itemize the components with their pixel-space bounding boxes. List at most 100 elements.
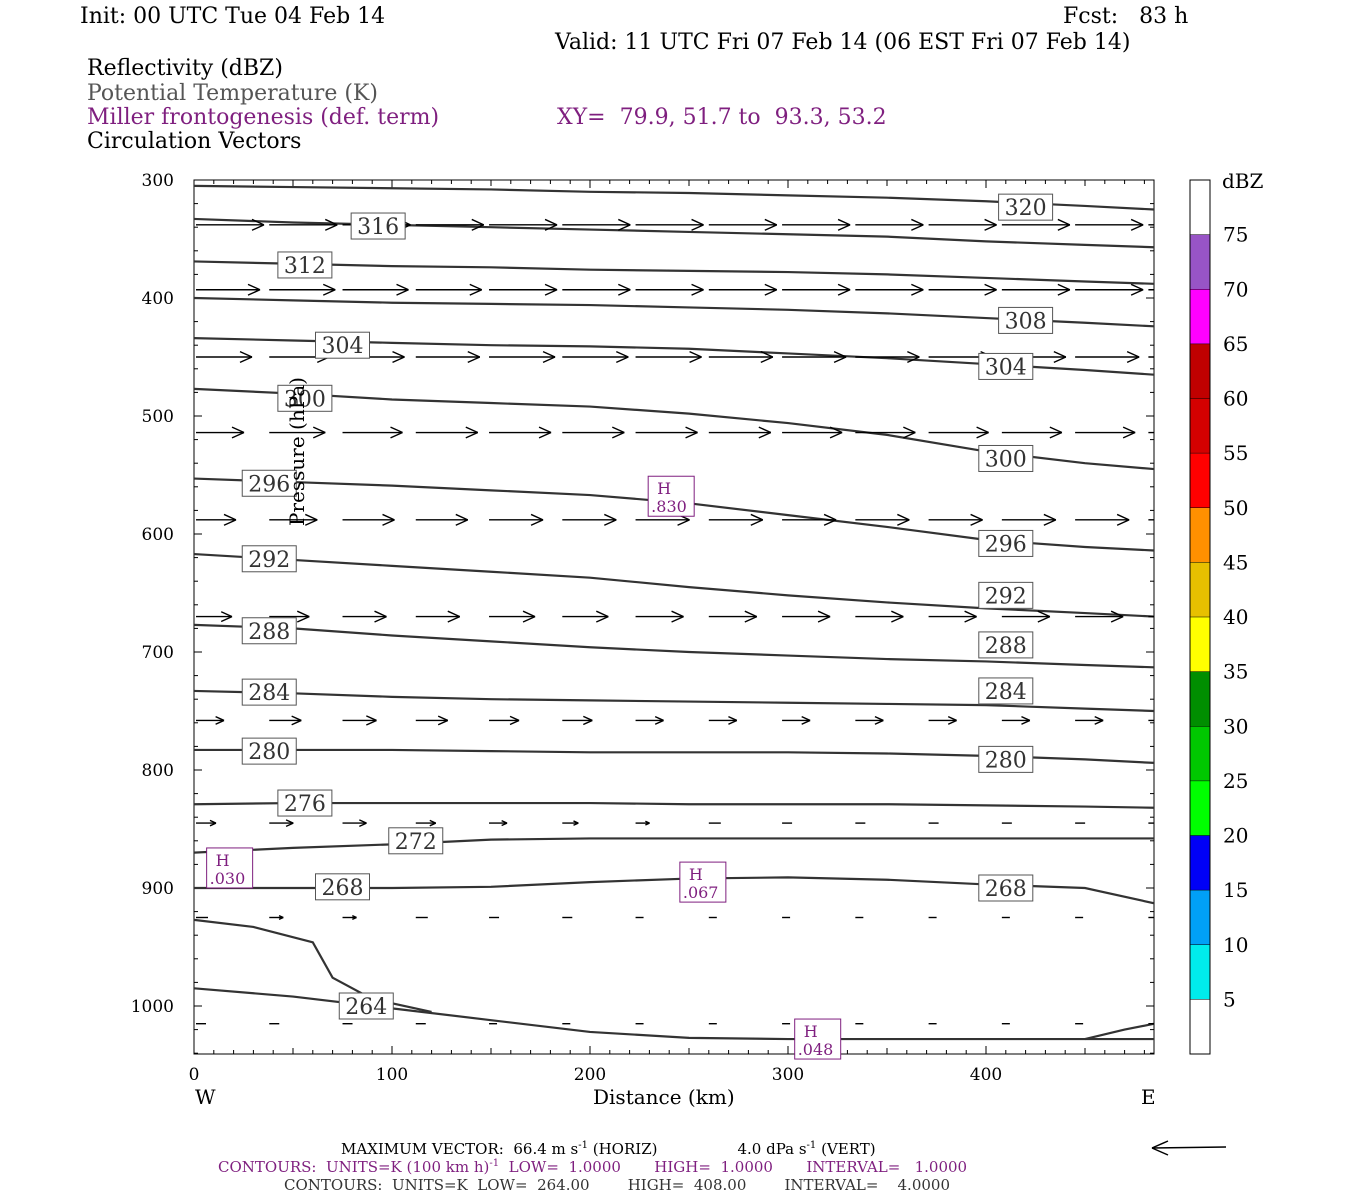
theta-label-box <box>978 631 1034 659</box>
vector-head <box>1116 519 1130 526</box>
vector-arrow <box>562 610 609 623</box>
vector-arrow <box>1075 513 1130 526</box>
vector-head <box>760 356 774 364</box>
vector-head <box>471 218 485 226</box>
theta-label-304: 304 <box>978 352 1034 380</box>
vector-head <box>1130 224 1144 231</box>
theta-contour-segment <box>1084 1022 1154 1041</box>
vector-arrow <box>1001 426 1063 439</box>
vector-arrow <box>782 218 851 231</box>
vector-head <box>984 224 997 231</box>
vector-arrow <box>782 283 851 296</box>
x-tick-label: 100 <box>376 1065 408 1085</box>
vector-head <box>390 431 403 439</box>
theta-label-text: 268 <box>985 877 1027 902</box>
theta-label-text: 312 <box>284 254 326 279</box>
theta-label-box <box>338 992 394 1020</box>
vector-head <box>750 519 764 526</box>
vector-arrow <box>415 426 479 439</box>
vector-arrow <box>562 218 631 231</box>
vector-head <box>209 822 217 827</box>
vector-arrow <box>489 513 544 526</box>
vector-head <box>1049 431 1063 439</box>
vector-arrow <box>415 350 481 364</box>
vector-head <box>984 289 997 296</box>
vector-arrow <box>1148 615 1154 618</box>
theta-label-box <box>241 617 297 645</box>
theta-label-box <box>241 545 297 573</box>
vector-arrow <box>635 350 702 364</box>
vector-head <box>583 715 593 722</box>
vector-head <box>223 519 237 526</box>
vector-arrow <box>562 350 629 364</box>
vector-arrow <box>708 218 778 231</box>
colorbar-swatch <box>1190 453 1210 508</box>
vector-arrow <box>196 350 253 364</box>
x-tick-label: 0 <box>189 1065 200 1085</box>
valid-time: Valid: 11 UTC Fri 07 Feb 14 (06 EST Fri … <box>555 30 1131 55</box>
theta-label-296: 296 <box>241 469 297 497</box>
vector-head <box>911 224 924 231</box>
vector-head <box>947 719 957 725</box>
vector-head <box>964 610 977 618</box>
vector-arrow <box>415 610 461 623</box>
vector-head <box>1043 513 1057 521</box>
vector-arrow <box>415 218 485 231</box>
vector-head <box>467 350 481 358</box>
theta-label-text: 272 <box>395 830 437 855</box>
vector-head <box>429 819 437 824</box>
vector-head <box>964 615 977 623</box>
vector-head <box>285 822 294 827</box>
vector-head <box>764 283 778 291</box>
vector-head <box>542 350 556 358</box>
vector-head <box>1110 610 1124 618</box>
vector-arrow <box>708 610 758 623</box>
vector-head <box>874 716 884 722</box>
vector-head <box>801 719 811 725</box>
y-tick-label: 700 <box>142 643 174 663</box>
theta-label-box <box>998 193 1054 221</box>
vector-head <box>833 356 847 364</box>
vector-arrow <box>1001 513 1057 526</box>
vector-arrow <box>342 283 409 296</box>
theta-label-268: 268 <box>315 873 370 901</box>
vector-arrow <box>635 426 698 439</box>
vector-head <box>396 289 409 296</box>
theta-contour-288 <box>194 623 1154 669</box>
theta-label-box <box>277 384 333 412</box>
vector-head <box>976 431 989 439</box>
vector-head <box>239 356 253 364</box>
colorbar-label: 50 <box>1223 496 1248 520</box>
vector-head <box>604 519 617 526</box>
reference-vector-arrow <box>1151 1140 1227 1156</box>
theta-label-box <box>978 444 1034 472</box>
frontogenesis-label: H <box>689 865 703 884</box>
vector-head <box>382 519 395 526</box>
frontogenesis-high: H.830 <box>647 475 695 517</box>
vector-head <box>907 350 920 358</box>
vector-head <box>544 289 558 296</box>
theta-label-text: 284 <box>985 680 1027 705</box>
theta-label-box <box>241 678 297 706</box>
vector-head <box>247 289 261 296</box>
vector-head <box>324 218 338 226</box>
vector-head <box>530 513 544 521</box>
theta-label-300: 300 <box>277 384 333 412</box>
theta-label-box <box>315 331 370 359</box>
vector-head <box>903 426 916 434</box>
vector-arrow <box>855 283 924 296</box>
vector-arrow <box>196 819 217 827</box>
theta-label-304: 304 <box>315 331 370 359</box>
vector-head <box>817 615 831 623</box>
colorbar-unit: dBZ <box>1222 169 1264 193</box>
vector-head <box>501 822 508 827</box>
vector-head <box>447 610 461 618</box>
vector-arrow <box>562 820 579 826</box>
vector-head <box>251 224 265 231</box>
frontogenesis-value: .048 <box>798 1040 834 1059</box>
vector-head <box>322 289 336 296</box>
vector-head <box>1094 716 1104 722</box>
vector-head <box>764 289 778 296</box>
vector-arrow <box>928 218 997 231</box>
